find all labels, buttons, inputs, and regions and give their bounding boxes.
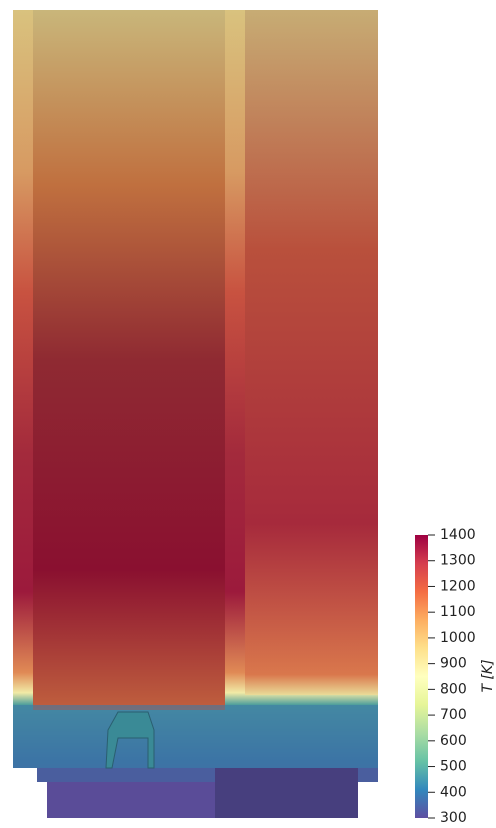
lower-region: [13, 705, 378, 768]
tick-label: 1200: [440, 578, 476, 594]
left-chamber: [33, 10, 225, 710]
right-chamber: [245, 10, 378, 695]
tick-label: 1000: [440, 630, 476, 646]
tick-label: 400: [440, 784, 467, 800]
divider-wall: [225, 10, 245, 768]
tick-label: 800: [440, 681, 467, 697]
tick-label: 900: [440, 656, 467, 672]
tick-label: 1400: [440, 527, 476, 543]
colorbar-gradient: [415, 535, 428, 818]
furnace-model: [13, 10, 378, 818]
tick-label: 700: [440, 707, 467, 723]
base-shadow: [215, 768, 358, 818]
burner: [105, 711, 155, 769]
tick-label: 300: [440, 810, 467, 826]
tick-label: 600: [440, 733, 467, 749]
tick-label: 1100: [440, 604, 476, 620]
tick-label: 1300: [440, 553, 476, 569]
colorbar-label: T [K]: [480, 659, 496, 692]
tick-label: 500: [440, 759, 467, 775]
colorbar: T [K] 300 400 500 600 700 800 900 1000 1100 1200 1…: [415, 527, 496, 826]
